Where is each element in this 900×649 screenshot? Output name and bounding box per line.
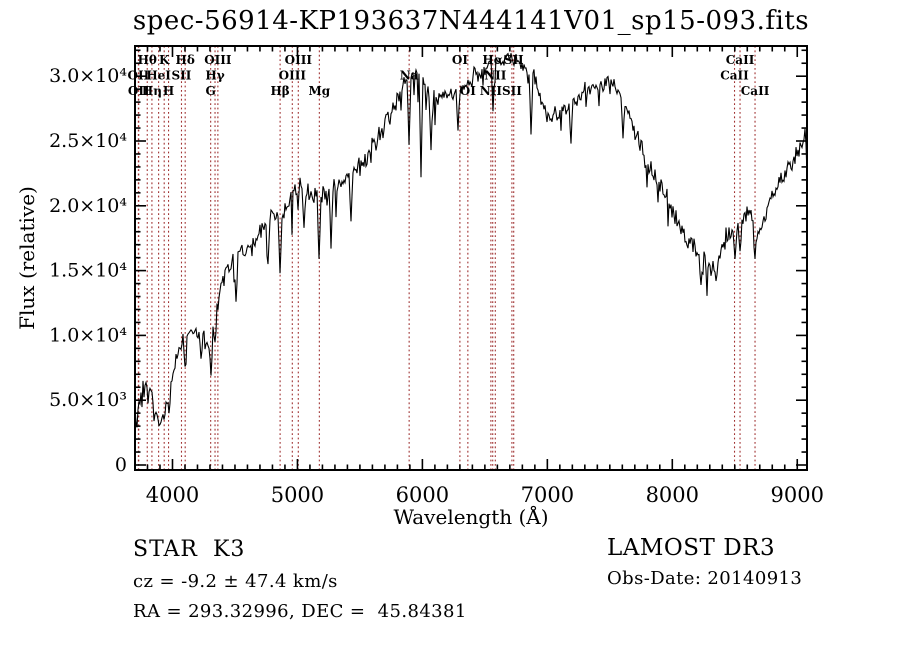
spectral-line-label-sii: SII [172,69,192,83]
y-tick-label: 1.5×10⁴ [49,260,127,282]
x-tick-label: 6000 [396,483,449,507]
y-tick-label: 5.0×10³ [49,389,127,411]
spectral-line-label-oiii: OIII [279,69,307,83]
y-tick-label: 1.0×10⁴ [49,324,127,346]
spectral-line-label-nii: NII [484,69,507,83]
spectrum-trace [134,52,808,460]
spectral-line-label-hγ: Hγ [205,69,224,83]
y-tick-label: 0 [115,454,127,476]
x-tick-label: 5000 [271,483,324,507]
spectral-line-label-nii: NII [480,84,503,98]
spectral-line-label-caii: CaII [726,53,755,67]
spectral-line-label-h: H [163,84,174,98]
spectral-line-label-na: Na [400,69,419,83]
x-tick-label: 8000 [646,483,699,507]
spectral-line-label-k: K [159,53,170,67]
spectral-line-label-hβ: Hβ [270,84,289,98]
spectral-line-label-hη: Hη [142,84,162,98]
survey-release-label: LAMOST DR3 [607,535,776,561]
spectral-line-label-g: G [206,84,216,98]
spectral-line-label-oii: OII [128,69,150,83]
plot-title: spec-56914-KP193637N444141V01_sp15-093.f… [132,6,810,36]
y-tick-label: 3.0×10⁴ [49,65,127,87]
spectral-line-label-oiii: OIII [285,53,313,67]
object-class-row: STAR K3 [133,537,245,562]
obs-date-text: Obs-Date: 20140913 [607,568,803,589]
x-tick-label: 4000 [146,483,199,507]
spectral-line-label-mg: Mg [309,84,331,98]
spectral-line-label-oiii: OIII [204,53,232,67]
spectral-line-label-sii: SII [502,84,522,98]
spectral-line-label-caii: CaII [741,84,770,98]
ra-dec-text: RA = 293.32996, DEC = 45.84381 [133,601,467,622]
plot-border [134,45,808,471]
spectral-line-label-caii: CaII [720,69,749,83]
spectral-line-label-hα: Hα [482,53,503,67]
y-tick-label: 2.5×10⁴ [49,130,127,152]
object-class-label: STAR [133,537,198,562]
spectral-line-label-oi: OI [452,53,468,67]
spectral-line-label-hδ: Hδ [176,53,195,67]
x-tick-label: 9000 [771,483,824,507]
y-tick-label: 2.0×10⁴ [49,195,127,217]
object-subclass-label: K3 [213,537,246,562]
spectral-line-label-hei: HeI [146,69,171,83]
spectral-line-label-oii: OII [128,84,150,98]
spectral-line-label-oi: OI [460,84,476,98]
cz-velocity-text: cz = -9.2 ± 47.4 km/s [133,571,338,592]
x-tick-label: 7000 [521,483,574,507]
spectral-line-label-hθ: Hθ [138,53,157,67]
x-axis-title: Wavelength (Å) [393,505,549,529]
spectral-line-label-sii: SII [504,53,524,67]
